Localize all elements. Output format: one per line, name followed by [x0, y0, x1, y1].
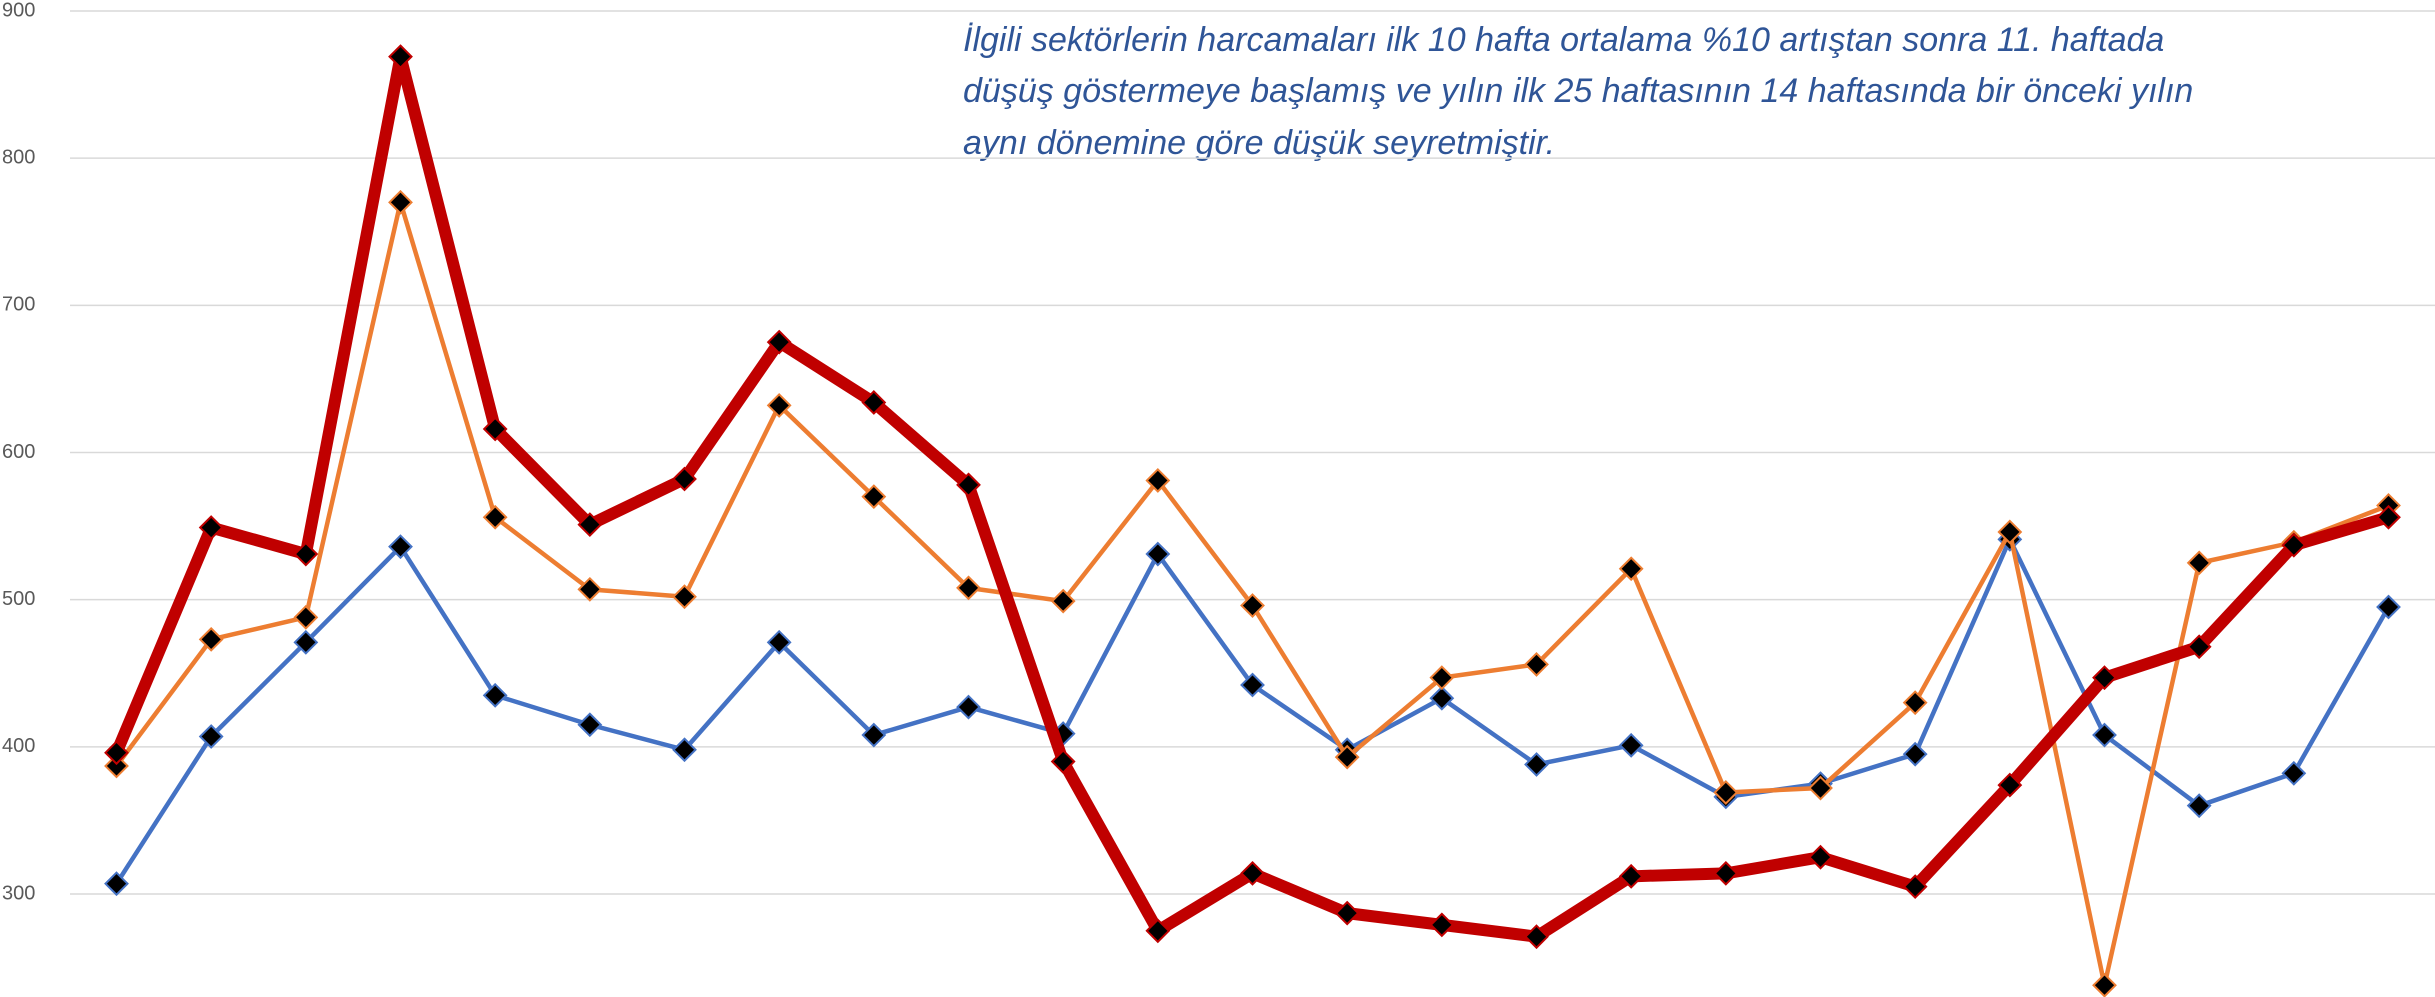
marker	[1902, 874, 1928, 900]
marker	[1524, 924, 1549, 950]
marker	[672, 584, 697, 610]
marker	[1618, 732, 1644, 758]
marker	[2376, 504, 2401, 530]
marker	[2186, 550, 2212, 576]
marker	[2376, 594, 2401, 620]
marker	[766, 329, 792, 355]
marker	[1713, 780, 1739, 805]
marker	[388, 44, 413, 70]
y-tick-label: 800	[2, 146, 35, 168]
marker	[1145, 541, 1171, 567]
marker	[293, 604, 319, 630]
marker	[482, 504, 508, 530]
marker	[1808, 775, 1833, 801]
marker	[388, 189, 413, 215]
marker	[104, 871, 129, 897]
marker	[1524, 752, 1549, 777]
marker	[1997, 772, 2023, 798]
y-tick-label: 300	[2, 882, 35, 904]
marker	[2092, 665, 2117, 691]
marker	[956, 694, 981, 720]
y-tick-label: 700	[2, 294, 35, 316]
marker	[1524, 651, 1549, 677]
marker	[672, 466, 697, 492]
series-line	[110, 50, 2395, 943]
y-tick-label: 900	[2, 0, 35, 21]
annotation: düşüş göstermeye başlamış ve yılın ilk 2…	[963, 72, 2193, 110]
marker	[198, 724, 224, 749]
marker	[577, 512, 603, 538]
marker	[1050, 749, 1076, 774]
marker	[1050, 588, 1076, 614]
marker	[2092, 972, 2117, 997]
marker	[1429, 685, 1455, 711]
marker	[956, 575, 981, 601]
marker	[1334, 744, 1360, 770]
annotation: İlgili sektörlerin harcamaları ilk 10 ha…	[963, 21, 2164, 59]
marker	[1902, 741, 1928, 767]
marker	[293, 541, 319, 567]
marker	[861, 484, 887, 510]
marker	[1713, 860, 1739, 886]
marker	[1240, 593, 1265, 618]
marker	[2092, 722, 2117, 748]
marker	[2186, 634, 2212, 660]
marker	[956, 472, 981, 498]
marker	[2281, 760, 2307, 786]
marker	[104, 753, 129, 779]
marker	[861, 722, 887, 748]
marker	[2186, 793, 2212, 819]
marker	[1429, 912, 1455, 938]
marker	[577, 576, 603, 602]
marker	[766, 392, 792, 418]
marker	[672, 737, 697, 763]
marker	[104, 740, 129, 766]
marker	[293, 629, 319, 655]
annotation: aynı dönemine göre düşük seyretmiştir.	[963, 124, 1555, 162]
marker	[577, 712, 603, 738]
marker	[1429, 665, 1455, 691]
marker	[1618, 863, 1644, 889]
marker	[198, 626, 224, 652]
marker	[1334, 900, 1360, 926]
marker	[1618, 556, 1644, 582]
y-tick-label: 500	[2, 588, 35, 610]
y-tick-label: 600	[2, 441, 35, 463]
marker	[2281, 532, 2307, 558]
marker	[861, 390, 887, 415]
marker	[198, 515, 224, 540]
marker	[482, 682, 508, 708]
marker	[482, 416, 508, 442]
marker	[1808, 844, 1833, 870]
marker	[1145, 468, 1171, 493]
marker	[766, 629, 792, 655]
marker	[1902, 690, 1928, 716]
marker	[1240, 672, 1265, 698]
y-tick-label: 400	[2, 735, 35, 757]
marker	[388, 534, 413, 560]
marker	[1240, 860, 1265, 886]
marker	[1997, 519, 2023, 545]
marker	[1145, 918, 1171, 944]
